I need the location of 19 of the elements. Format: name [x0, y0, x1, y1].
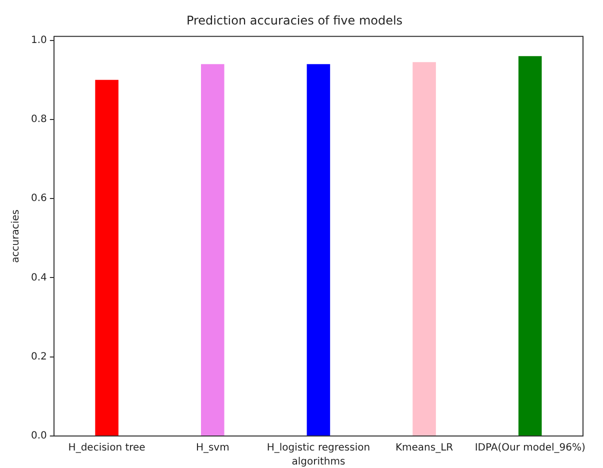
x-axis-title: algorithms — [292, 456, 346, 468]
x-tick-label: H_svm — [196, 442, 230, 454]
bar — [412, 62, 436, 436]
bar — [200, 64, 224, 436]
chart-title: Prediction accuracies of five models — [186, 13, 403, 28]
x-tick-label: IDPA(Our model_96%) — [474, 442, 586, 454]
y-tick-label: 0.0 — [30, 430, 47, 442]
bar — [306, 64, 330, 436]
y-tick-label: 0.2 — [30, 351, 47, 362]
x-tick-label: Kmeans_LR — [395, 442, 454, 454]
y-tick-label: 0.4 — [30, 272, 47, 284]
y-axis-title: accuracies — [10, 210, 22, 263]
x-tick-label: H_logistic regression — [266, 442, 370, 454]
y-tick-label: 1.0 — [30, 34, 47, 46]
bar — [518, 56, 542, 436]
bar — [95, 80, 118, 436]
y-tick-label: 0.6 — [30, 193, 47, 204]
x-tick-label: H_decision tree — [68, 442, 146, 454]
y-tick-label: 0.8 — [30, 114, 47, 126]
